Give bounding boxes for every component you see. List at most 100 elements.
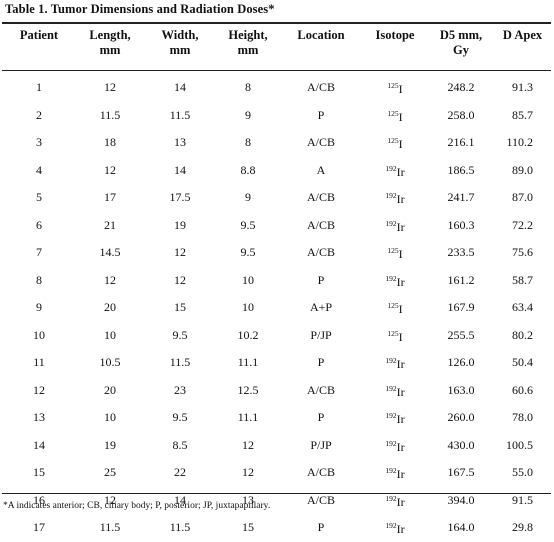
column-header: Width, mm (144, 23, 216, 70)
column-header-line2: mm (237, 43, 259, 57)
dapex-cell: 110.2 (506, 135, 533, 149)
d5-cell: 160.3 (447, 217, 475, 232)
width-cell: 14 (174, 80, 186, 94)
d5-cell: 241.7 (447, 190, 475, 204)
location-cell: A (316, 162, 326, 177)
isotope-cell: 192Ir (362, 157, 428, 185)
dapex-cell: 91.5 (512, 492, 533, 507)
width-cell: 12 (174, 245, 186, 259)
patient-cell: 10 (33, 327, 45, 342)
height-cell: 8 (245, 80, 251, 94)
column-header: Isotope (362, 23, 428, 70)
length-cell: 10.5 (99, 355, 121, 369)
height-cell: 9 (245, 107, 251, 122)
d5-cell: 167.9 (447, 300, 475, 314)
dapex-cell: 85.7 (512, 107, 533, 122)
dapex-cell: 91.3 (512, 80, 533, 94)
isotope-cell: 192Ir (362, 432, 428, 460)
length-cell: 12 (104, 80, 116, 94)
height-cell: 9.5 (240, 217, 256, 232)
table-row: 1 12 14 8 A/CB 125I 248.2 91.3 (2, 70, 551, 102)
dapex-cell: 78.0 (512, 410, 533, 424)
length-cell: 11.5 (99, 107, 121, 122)
width-cell: 15 (174, 300, 186, 314)
table-row: 14 19 8.5 12 P/JP 192Ir 430.0 100.5 (2, 432, 551, 460)
patient-cell: 3 (36, 135, 42, 149)
location-cell: A/CB (306, 80, 335, 94)
location-cell: P (317, 355, 325, 369)
height-cell: 10.2 (237, 327, 259, 342)
dapex-cell: 50.4 (512, 355, 533, 369)
isotope-element: I (398, 137, 403, 151)
height-cell: 13 (242, 492, 254, 507)
table-row: 11 10.5 11.5 11.1 P 192Ir 126.0 50.4 (2, 349, 551, 377)
table-row: 15 25 22 12 A/CB 192Ir 167.5 55.0 (2, 459, 551, 487)
isotope-element: Ir (396, 467, 405, 481)
width-cell: 11.5 (169, 520, 191, 534)
isotope-element: I (398, 247, 403, 261)
table-row: 8 12 12 10 P 192Ir 161.2 58.7 (2, 267, 551, 295)
isotope-element: Ir (396, 192, 405, 206)
patient-cell: 16 (33, 492, 45, 507)
isotope-mass-number: 192 (385, 493, 397, 503)
location-cell: P (317, 520, 325, 534)
column-header: Height, mm (216, 23, 280, 70)
height-cell: 11.1 (237, 355, 259, 369)
patient-cell: 7 (36, 245, 42, 259)
table-caption: Table 1. Tumor Dimensions and Radiation … (5, 2, 275, 16)
column-header: Patient (2, 23, 76, 70)
isotope-mass-number: 192 (385, 163, 397, 173)
isotope-element: I (398, 329, 403, 344)
location-cell: P (317, 410, 325, 424)
d5-cell: 233.5 (447, 245, 475, 259)
length-cell: 12 (104, 162, 116, 177)
location-cell: P/JP (310, 327, 332, 342)
isotope-mass-number: 125 (387, 81, 399, 90)
patient-cell: 17 (33, 520, 45, 534)
d5-cell: 186.5 (447, 162, 475, 177)
d5-cell: 430.0 (447, 437, 475, 452)
isotope-element: Ir (396, 412, 405, 426)
width-cell: 9.5 (172, 327, 188, 342)
isotope-mass-number: 125 (387, 301, 399, 310)
column-header-line1: D Apex (502, 28, 543, 42)
width-cell: 13 (174, 135, 186, 149)
d5-cell: 126.0 (447, 355, 475, 369)
patient-cell: 15 (33, 465, 45, 479)
dapex-cell: 29.8 (512, 520, 533, 534)
dapex-cell: 63.4 (512, 300, 533, 314)
length-cell: 12 (104, 272, 116, 287)
height-cell: 12.5 (237, 382, 259, 397)
length-cell: 19 (104, 437, 116, 452)
patient-cell: 4 (36, 162, 42, 177)
isotope-mass-number: 192 (385, 521, 397, 530)
table-row: 7 14.5 12 9.5 A/CB 125I 233.5 75.6 (2, 239, 551, 267)
patient-cell: 14 (33, 437, 45, 452)
isotope-element: Ir (396, 384, 405, 399)
table-row: 13 10 9.5 11.1 P 192Ir 260.0 78.0 (2, 404, 551, 432)
height-cell: 15 (242, 520, 254, 534)
bottom-rule (2, 493, 551, 494)
height-cell: 9.5 (240, 245, 256, 259)
isotope-element: I (398, 82, 403, 96)
table-row: 10 10 9.5 10.2 P/JP 125I 255.5 80.2 (2, 322, 551, 350)
location-cell: A/CB (306, 465, 335, 479)
location-cell: P/JP (310, 437, 332, 452)
document-page: Table 1. Tumor Dimensions and Radiation … (2, 2, 551, 536)
location-cell: A/CB (306, 217, 335, 232)
isotope-element: Ir (396, 494, 405, 509)
width-cell: 9.5 (172, 410, 188, 424)
isotope-cell: 192Ir (362, 487, 428, 515)
isotope-cell: 125I (362, 322, 428, 350)
isotope-element: I (398, 302, 403, 316)
width-cell: 22 (174, 465, 186, 479)
isotope-mass-number: 192 (385, 411, 397, 420)
patient-cell: 2 (36, 107, 42, 122)
isotope-element: Ir (396, 274, 405, 289)
width-cell: 11.5 (169, 355, 191, 369)
column-header-line2: mm (169, 43, 191, 57)
isotope-mass-number: 125 (387, 108, 399, 118)
d5-cell: 258.0 (447, 107, 475, 122)
patient-cell: 13 (33, 410, 45, 424)
location-cell: P (317, 107, 325, 122)
